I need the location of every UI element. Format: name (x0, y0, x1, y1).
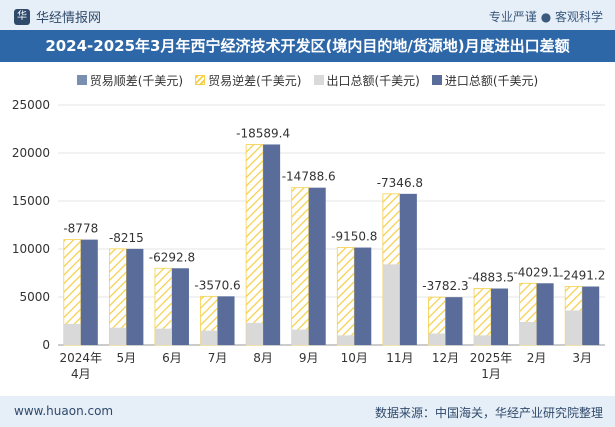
x-tick-label: 11月 (386, 351, 413, 365)
y-tick-label: 25000 (12, 98, 50, 112)
deficit-data-label: -9150.8 (331, 230, 377, 244)
brand: 华 华经情报网 (14, 7, 101, 26)
x-tick-label: 6月 (162, 351, 182, 365)
x-tick-label: 2024年 (60, 351, 103, 365)
import-bar (536, 283, 554, 345)
deficit-data-label: -8778 (63, 222, 98, 236)
export-bar (109, 327, 127, 345)
export-bar (565, 310, 583, 345)
import-bar (582, 286, 600, 345)
import-bar (217, 296, 235, 345)
footer-bar: www.huaon.com 数据来源：中国海关，华经产业研究院整理 (0, 396, 615, 427)
legend-label-export: 出口总额(千美元) (326, 73, 420, 88)
import-bar (171, 268, 189, 345)
deficit-data-label: -7346.8 (377, 176, 423, 190)
export-bar (63, 323, 81, 345)
footer-website: www.huaon.com (14, 404, 114, 418)
footer-source: 数据来源：中国海关，华经产业研究院整理 (374, 406, 603, 420)
export-bar (154, 328, 172, 345)
export-bar (474, 335, 492, 345)
legend-swatch-export (313, 75, 324, 85)
import-bar (445, 297, 463, 345)
y-tick-label: 10000 (12, 242, 50, 256)
export-bar (291, 329, 309, 345)
brand-logo-icon: 华 (14, 8, 30, 25)
x-tick-label: 7月 (208, 351, 228, 365)
deficit-data-label: -2491.2 (559, 269, 605, 283)
export-bar (382, 264, 400, 345)
deficit-data-label: -18589.4 (236, 126, 290, 140)
export-bar (246, 322, 264, 345)
deficit-data-label: -4883.5 (468, 271, 514, 285)
x-tick-label: 9月 (299, 351, 319, 365)
y-tick-label: 0 (42, 338, 50, 352)
x-tick-label: 2月 (527, 351, 547, 365)
y-tick-label: 20000 (12, 146, 50, 160)
deficit-data-label: -8215 (109, 231, 144, 245)
chart-plot: 0 5000 10000 15000 20000 25000 -8778 2024年 4月 -82… (12, 98, 606, 381)
deficit-bar (245, 144, 264, 346)
legend-item-import: 进口总额(千美元) (431, 70, 539, 90)
import-bar (491, 288, 509, 345)
x-tick-label: 3月 (572, 351, 592, 365)
y-tick-label: 15000 (12, 194, 50, 208)
deficit-bar (291, 187, 310, 346)
x-tick-label: 1月 (481, 367, 501, 381)
chart-legend: 贸易顺差(千美元) 贸易逆差(千美元) 出口总额(千美元) 进口总额(千美元) (0, 70, 615, 90)
x-tick-label: 8月 (253, 351, 273, 365)
export-bar (200, 330, 218, 345)
x-tick-label: 4月 (71, 367, 91, 381)
legend-swatch-import (431, 75, 442, 85)
x-tick-label: 2025年 (470, 351, 513, 365)
deficit-data-label: -6292.8 (149, 250, 195, 264)
legend-label-import: 进口总额(千美元) (444, 73, 539, 88)
import-bar (399, 193, 417, 345)
legend-item-deficit: 贸易逆差(千美元) (195, 70, 302, 90)
x-tick-label: 12月 (432, 351, 459, 365)
x-tick-label: 5月 (117, 351, 137, 365)
chart-title: 2024-2025年3月年西宁经济技术开发区(境内目的地/货源地)月度进出口差额 (0, 30, 615, 62)
legend-label-surplus: 贸易顺差(千美元) (89, 73, 184, 88)
x-tick-label: 10月 (341, 351, 368, 365)
legend-item-surplus: 贸易顺差(千美元) (76, 70, 184, 90)
tagline: 专业严谨 ● 客观科学 (488, 10, 603, 24)
import-bar (263, 144, 281, 345)
brand-name: 华经情报网 (36, 11, 102, 26)
deficit-data-label: -14788.6 (282, 170, 336, 184)
import-bar (354, 247, 372, 345)
import-bar (80, 239, 98, 345)
top-bar: 华 华经情报网 专业严谨 ● 客观科学 (0, 0, 615, 30)
deficit-bar (336, 247, 355, 346)
legend-swatch-deficit (195, 75, 206, 85)
deficit-data-label: -3782.3 (422, 279, 468, 293)
export-bar (519, 321, 537, 345)
y-tick-label: 5000 (19, 290, 50, 304)
legend-swatch-surplus (76, 75, 87, 85)
deficit-data-label: -3570.6 (194, 278, 240, 292)
deficit-data-label: -4029.1 (513, 265, 559, 279)
export-bar (428, 333, 446, 345)
legend-item-export: 出口总额(千美元) (313, 70, 420, 90)
import-bar (126, 248, 144, 345)
export-bar (337, 335, 355, 345)
legend-label-deficit: 贸易逆差(千美元) (208, 73, 302, 88)
import-bar (308, 187, 326, 345)
